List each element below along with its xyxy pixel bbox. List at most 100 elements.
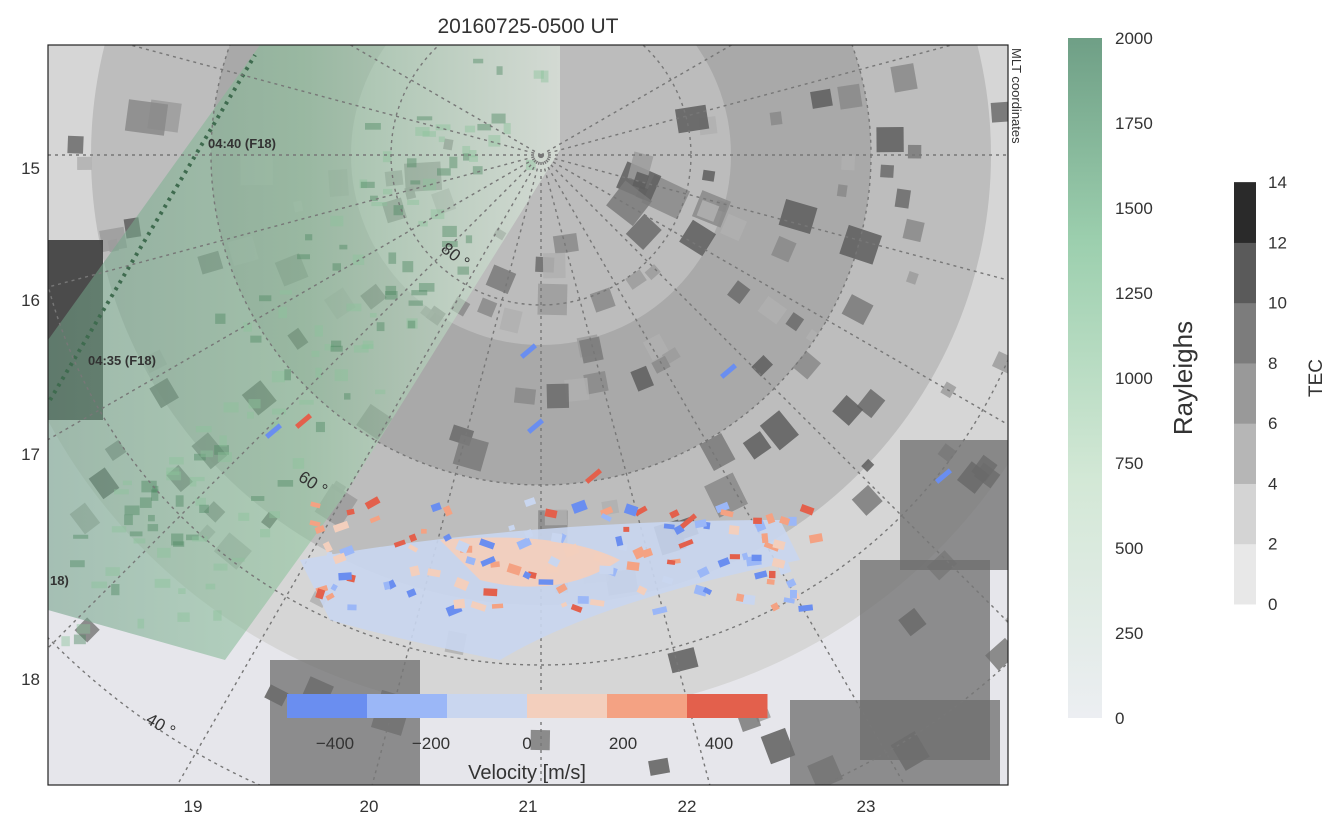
aurora-pixel: [385, 285, 397, 295]
meridian-line: [48, 154, 542, 288]
velocity-vector: [523, 529, 534, 539]
aurora-pixel: [407, 320, 416, 329]
velocity-vector: [516, 536, 532, 550]
tec-cell: [499, 307, 523, 334]
aurora-pixel: [540, 70, 549, 83]
velocity-vector: [770, 602, 780, 612]
tec-cell: [785, 312, 805, 332]
tec-cell: [606, 180, 653, 227]
tec-cell: [124, 99, 169, 136]
tec-tick-label: 2: [1268, 535, 1277, 554]
aurora-pixel: [315, 421, 325, 433]
aurora-pixel: [73, 534, 89, 539]
aurora-pixel: [411, 290, 428, 296]
velocity-vector: [571, 499, 588, 514]
tec-cell: [856, 388, 886, 419]
aurora-pixel: [442, 225, 457, 238]
velocity-colorbar-segment: [527, 694, 608, 718]
tec-tick-label: 8: [1268, 354, 1277, 373]
aurora-pixel: [449, 156, 458, 169]
aurora-pixel: [91, 581, 108, 589]
velocity-vector: [408, 533, 418, 543]
velocity-vector: [555, 583, 568, 594]
meridian-line: [540, 154, 1008, 623]
aurora-pixel: [151, 489, 159, 501]
aurora-pixel: [152, 485, 159, 493]
aurora-pixel: [279, 290, 292, 295]
aurora-pixel: [393, 205, 404, 216]
velocity-vector: [798, 604, 814, 612]
plot-frame: [47, 44, 1009, 786]
aurora-pixel: [114, 489, 129, 495]
aurora-pixel: [369, 312, 377, 318]
tec-cell: [67, 135, 84, 154]
tec-cell: [642, 333, 670, 361]
aurora-pixel: [213, 563, 228, 571]
tec-cell: [832, 395, 864, 426]
velocity-vector: [636, 585, 648, 596]
velocity-vector: [789, 589, 797, 599]
aurora-pixel: [195, 426, 212, 433]
velocity-vector: [483, 588, 498, 597]
aurora-pixel: [376, 322, 385, 332]
x-tick-label: 21: [519, 797, 538, 816]
velocity-vector: [623, 503, 639, 517]
velocity-vector: [364, 496, 381, 510]
tec-cell: [985, 637, 1008, 671]
velocity-vector: [615, 535, 624, 547]
aurora-pixel: [171, 533, 184, 546]
tec-cell: [452, 434, 489, 472]
tec-cell: [876, 127, 904, 153]
aurora-pixel: [195, 497, 206, 506]
aurora-pixel: [416, 116, 433, 121]
aurora-pixel: [418, 283, 435, 292]
aurora-pixel: [496, 66, 503, 75]
velocity-vector: [753, 517, 762, 525]
aurora-pixel: [418, 220, 428, 227]
tec-cell: [757, 295, 788, 325]
velocity-vector: [632, 546, 646, 560]
aurora-pixel: [362, 340, 374, 349]
aurora-pixel: [305, 234, 313, 241]
velocity-tick-label: 0: [522, 734, 531, 753]
velocity-tick-label: −200: [412, 734, 450, 753]
velocity-vector: [680, 513, 698, 529]
tec-cell: [77, 156, 92, 170]
rayleighs-colorbar-gradient: [1068, 38, 1102, 718]
tec-cell: [679, 219, 717, 257]
aurora-pixel: [359, 179, 368, 189]
tec-cell: [542, 252, 566, 279]
velocity-vector: [766, 578, 775, 585]
tec-cell: [578, 336, 604, 364]
aurora-pixel: [173, 541, 185, 547]
velocity-vector: [768, 570, 776, 579]
aurora-pixel: [472, 166, 483, 175]
tec-cell: [990, 101, 1008, 123]
tec-cell: [771, 235, 797, 263]
aurora-pixel: [129, 531, 143, 537]
velocity-vector: [409, 565, 421, 577]
aurora-pixel: [141, 480, 157, 493]
aurora-pixel: [169, 457, 184, 465]
velocity-colorbar-segment: [687, 694, 768, 718]
velocity-vector: [421, 528, 427, 534]
tec-cell: [769, 111, 783, 126]
meridian-line: [176, 154, 542, 785]
velocity-vector: [935, 468, 953, 484]
aurora-pixel: [464, 125, 476, 133]
aurora-pixel: [217, 452, 232, 463]
tec-colorbar-segment: [1234, 242, 1256, 304]
velocity-vector: [465, 556, 476, 566]
tec-cell: [880, 164, 895, 178]
velocity-vector: [754, 570, 768, 580]
meridian-line: [371, 154, 542, 785]
tec-dark-patch: [270, 660, 420, 785]
satellite-track: [48, 53, 257, 402]
velocity-vector: [651, 606, 668, 616]
aurora-pixel: [407, 199, 420, 205]
velocity-vector: [332, 520, 350, 533]
aurora-pixel: [223, 402, 239, 413]
aurora-pixel: [194, 453, 206, 461]
velocity-vector: [527, 418, 545, 434]
